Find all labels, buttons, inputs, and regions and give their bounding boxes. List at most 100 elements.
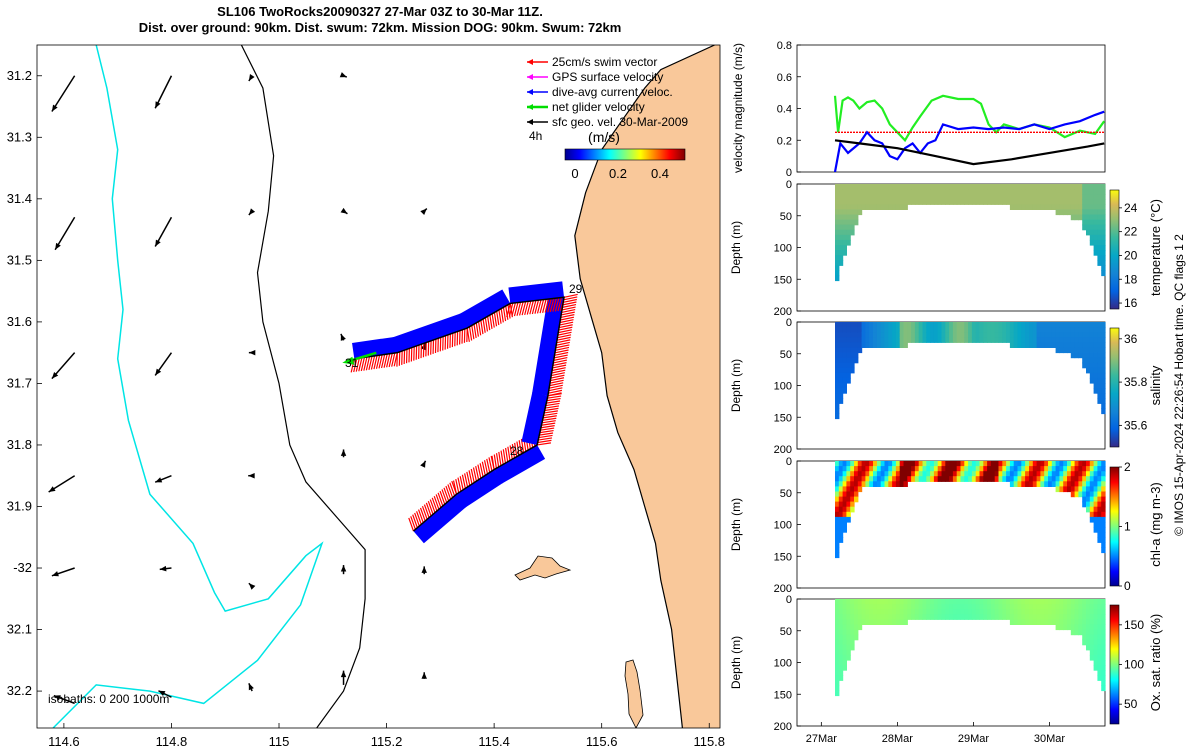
section-cell bbox=[1017, 609, 1022, 615]
section-cell bbox=[1093, 229, 1098, 236]
section-cell bbox=[1086, 219, 1091, 226]
section-cell bbox=[838, 214, 844, 221]
section-cell bbox=[1101, 649, 1106, 656]
section-cell bbox=[846, 342, 851, 348]
section-cell bbox=[861, 184, 866, 190]
swim-vector bbox=[552, 298, 557, 312]
section-cell bbox=[873, 199, 878, 205]
section-cell bbox=[1044, 199, 1049, 205]
section-cell bbox=[1009, 609, 1015, 615]
section-cell bbox=[1032, 461, 1038, 467]
section-cell bbox=[1101, 234, 1106, 241]
section-cell bbox=[1097, 337, 1102, 343]
section-cell bbox=[842, 214, 847, 221]
section-cell bbox=[1025, 599, 1030, 605]
swim-vector bbox=[557, 334, 572, 339]
section-cell bbox=[945, 604, 950, 610]
section-cell bbox=[968, 614, 973, 620]
geo-arrow-head bbox=[340, 565, 347, 572]
section-cell bbox=[842, 599, 847, 605]
swim-vector bbox=[410, 516, 416, 530]
geo-arrow-head bbox=[248, 472, 255, 479]
section-cell bbox=[854, 332, 859, 338]
section-cell bbox=[968, 476, 973, 482]
section-cell bbox=[914, 609, 920, 615]
section-cell bbox=[1089, 604, 1095, 610]
section-cell bbox=[1093, 660, 1098, 666]
section-cell bbox=[1017, 619, 1022, 625]
section-colorbar bbox=[1109, 604, 1120, 725]
section-cell bbox=[1070, 461, 1076, 467]
section-cell bbox=[1097, 619, 1102, 625]
section-cell bbox=[1101, 516, 1106, 523]
section-cell bbox=[857, 471, 863, 477]
section-cell bbox=[994, 327, 1000, 333]
section-cell bbox=[952, 466, 958, 472]
section-cell bbox=[914, 322, 920, 328]
section-cell bbox=[1097, 481, 1102, 487]
section-cell bbox=[964, 609, 969, 615]
section-cell bbox=[987, 461, 992, 467]
section-cell bbox=[960, 604, 965, 610]
section-cell bbox=[850, 471, 855, 477]
section-cell bbox=[1063, 347, 1068, 354]
section-cell bbox=[911, 614, 916, 620]
section-cell bbox=[869, 476, 874, 482]
section-cell bbox=[846, 481, 851, 487]
section-cell bbox=[941, 614, 946, 620]
section-cell bbox=[865, 466, 870, 472]
section-cell bbox=[987, 184, 992, 190]
section-cell bbox=[835, 629, 840, 636]
section-cell bbox=[930, 184, 935, 190]
section-cell bbox=[861, 204, 866, 210]
section-cell bbox=[865, 327, 870, 333]
section-cell bbox=[1078, 491, 1083, 498]
colorbar-tick-label: 35.8 bbox=[1124, 375, 1148, 389]
section-cell bbox=[888, 199, 893, 205]
section-cell bbox=[835, 332, 840, 338]
section-cell bbox=[952, 604, 958, 610]
swim-vector bbox=[439, 490, 446, 505]
section-cell bbox=[918, 199, 924, 205]
section-cell bbox=[1093, 516, 1098, 523]
section-cell bbox=[1025, 466, 1030, 472]
section-cell bbox=[1093, 347, 1098, 354]
section-cell bbox=[865, 342, 870, 348]
section-cell bbox=[990, 327, 996, 333]
section-cell bbox=[956, 322, 962, 328]
section-cell bbox=[1097, 398, 1102, 404]
swim-vector bbox=[452, 480, 458, 495]
section-cell bbox=[1070, 619, 1076, 625]
section-cell bbox=[1089, 639, 1095, 646]
section-cell bbox=[1101, 486, 1106, 493]
geo-velocity-arrow bbox=[340, 565, 347, 575]
section-cell bbox=[964, 614, 969, 620]
section-cell bbox=[850, 644, 855, 651]
section-cell bbox=[975, 609, 981, 615]
section-cell bbox=[1082, 337, 1087, 343]
section-cell bbox=[911, 332, 916, 338]
section-cell bbox=[884, 204, 889, 210]
swim-vector bbox=[472, 467, 477, 482]
section-cell bbox=[1089, 599, 1095, 605]
section-cell bbox=[1074, 347, 1079, 354]
section-cell bbox=[1089, 619, 1095, 625]
section-cell bbox=[1093, 372, 1098, 379]
section-cell bbox=[1082, 486, 1087, 493]
section-cell bbox=[865, 481, 870, 487]
section-cell bbox=[1032, 322, 1038, 328]
swim-vector bbox=[477, 321, 482, 336]
section-cell bbox=[1093, 471, 1098, 477]
section-cell bbox=[892, 471, 897, 477]
section-cell bbox=[960, 189, 965, 195]
section-cell bbox=[941, 337, 946, 343]
section-cell bbox=[835, 466, 840, 472]
swim-vector bbox=[486, 458, 491, 473]
section-cell bbox=[1032, 199, 1038, 205]
section-cell bbox=[857, 327, 863, 333]
section-cell bbox=[1093, 649, 1098, 656]
section-cell bbox=[888, 322, 893, 328]
swim-vector bbox=[461, 474, 466, 489]
section-cell bbox=[1051, 619, 1057, 625]
section-cell bbox=[1051, 481, 1057, 487]
